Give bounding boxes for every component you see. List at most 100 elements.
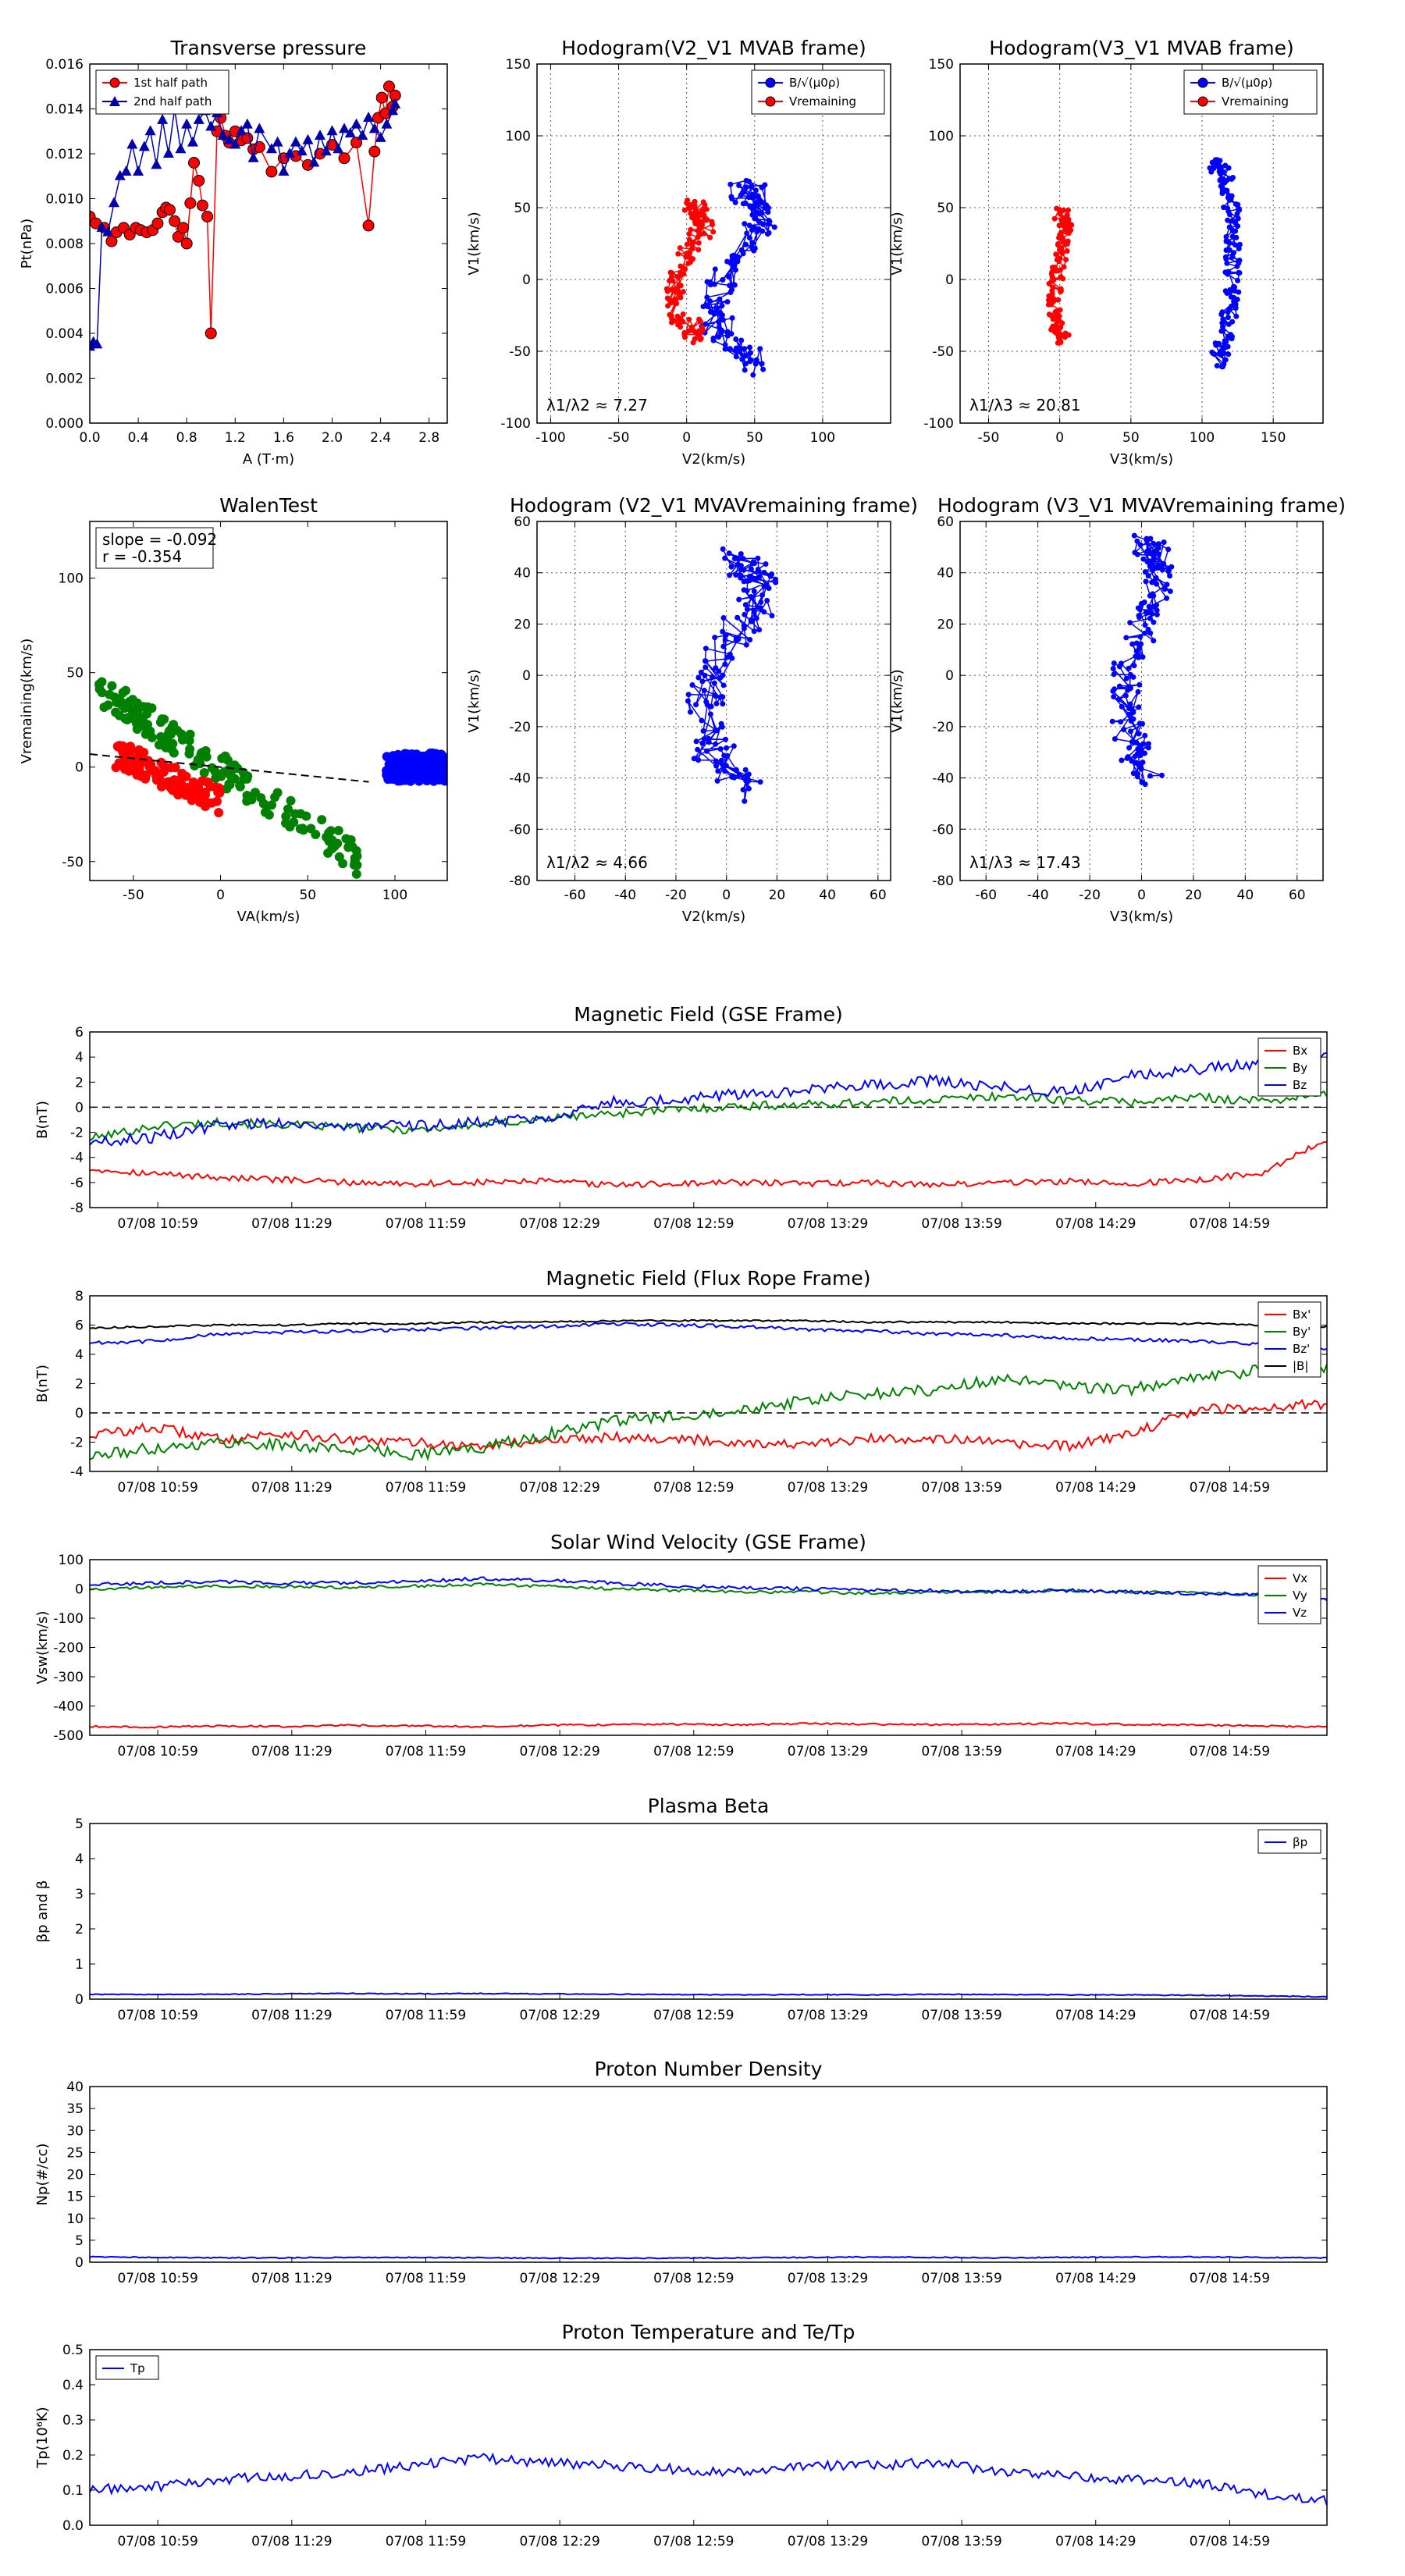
data-point: [720, 628, 726, 635]
data-point: [720, 701, 726, 707]
time-tick-label: 07/08 13:59: [921, 2271, 1001, 2286]
y-tick-label: 60: [937, 514, 954, 530]
fit-line: [90, 753, 369, 783]
data-point: [1128, 718, 1134, 724]
data-point: [438, 756, 447, 766]
time-tick-label: 07/08 12:59: [653, 1480, 734, 1496]
data-point: [187, 795, 197, 806]
data-point: [682, 334, 688, 340]
data-point: [1226, 306, 1232, 312]
stats-text: r = -0.354: [102, 547, 182, 566]
y-tick-label: 20: [937, 617, 954, 632]
data-point: [382, 80, 395, 93]
x-tick-label: 0.4: [128, 430, 149, 446]
chart-title: WalenTest: [219, 494, 318, 517]
data-point: [1145, 745, 1151, 751]
data-point: [222, 784, 232, 794]
time-tick-label: 07/08 10:59: [117, 2271, 197, 2286]
data-point: [188, 157, 201, 169]
axes-frame: [89, 521, 448, 881]
panel-hodogram_v3_v1_mvab: -50 0 50 100 150 -100 -50 0 50 100 150 Hodogram(V3_…: [889, 37, 1324, 468]
data-point: [1128, 728, 1133, 735]
data-point: [706, 739, 712, 745]
data-point: [1124, 755, 1130, 761]
data-point: [677, 245, 683, 251]
y-tick-label: -60: [932, 822, 954, 838]
data-point: [753, 357, 759, 363]
data-point: [205, 120, 217, 131]
y-tick-label: 30: [66, 2123, 84, 2139]
series-line-2: [90, 1576, 1327, 1601]
data-point: [368, 145, 381, 158]
y-tick-label: 50: [514, 201, 531, 216]
panel-hodogram_v2_v1_mvab: -100 -50 0 50 100 -100 -50 0 50 100 150 Hodogram(V2…: [466, 37, 891, 468]
data-point: [1056, 332, 1062, 338]
data-point: [1218, 351, 1224, 358]
y-tick-label: -6: [70, 1176, 84, 1191]
data-point: [1231, 250, 1236, 256]
data-point: [1138, 765, 1144, 771]
data-point: [747, 204, 753, 210]
y-tick-label: -40: [932, 771, 954, 787]
x-tick-label: -40: [614, 888, 636, 903]
data-point: [1235, 223, 1241, 229]
data-point: [283, 804, 293, 814]
data-point: [751, 194, 756, 200]
data-point: [1219, 187, 1225, 194]
data-point: [1146, 603, 1152, 610]
plot-area: [90, 1048, 1327, 1189]
axes-frame: [959, 521, 1324, 881]
data-point: [1131, 663, 1137, 669]
data-point: [1154, 607, 1160, 614]
data-point: [685, 698, 691, 704]
data-point: [712, 692, 718, 699]
data-point: [1233, 234, 1240, 240]
data-point: [235, 781, 245, 792]
x-tick-label: 0: [682, 430, 691, 446]
data-point: [755, 193, 761, 199]
data-point: [698, 336, 704, 342]
y-tick-label: 0.1: [62, 2483, 84, 2499]
y-tick-label: -20: [932, 720, 954, 735]
data-point: [756, 219, 762, 225]
y-tick-label: -400: [53, 1699, 84, 1715]
data-point: [741, 567, 747, 573]
time-tick-label: 07/08 12:29: [519, 2271, 599, 2286]
data-point: [1116, 683, 1122, 689]
data-point: [302, 133, 314, 144]
data-point: [1235, 277, 1241, 283]
y-tick-label: 0.010: [45, 192, 84, 208]
data-point: [1144, 535, 1150, 542]
data-point: [1215, 160, 1222, 166]
data-point: [731, 282, 738, 288]
data-point: [126, 138, 138, 149]
data-point: [727, 572, 733, 578]
data-point: [1228, 294, 1234, 300]
data-point: [713, 308, 720, 314]
data-point: [756, 627, 763, 633]
data-point: [1224, 260, 1230, 266]
panel-plasma_beta: 07/08 10:59 07/08 11:29 07/08 11:59 07/08 1…: [34, 1795, 1328, 2023]
y-tick-label: -60: [509, 822, 531, 838]
data-point: [722, 661, 728, 667]
x-axis-label: V3(km/s): [1110, 909, 1173, 925]
y-tick-label: 35: [66, 2101, 84, 2117]
data-point: [140, 774, 151, 784]
data-point: [763, 561, 769, 567]
data-point: [339, 123, 350, 133]
data-point: [716, 334, 722, 340]
data-point: [1225, 217, 1231, 223]
time-tick-label: 07/08 11:29: [251, 1744, 332, 1759]
legend-box: [95, 69, 229, 115]
data-point: [667, 269, 674, 276]
data-point: [1154, 611, 1160, 617]
data-point: [702, 672, 708, 678]
data-point: [97, 677, 107, 687]
data-point: [704, 279, 710, 285]
data-point: [692, 329, 698, 334]
y-tick-label: 20: [66, 2168, 84, 2183]
data-point: [425, 758, 436, 768]
legend-marker: [109, 96, 120, 106]
data-point: [1126, 665, 1132, 671]
x-tick-label: 50: [746, 430, 763, 446]
